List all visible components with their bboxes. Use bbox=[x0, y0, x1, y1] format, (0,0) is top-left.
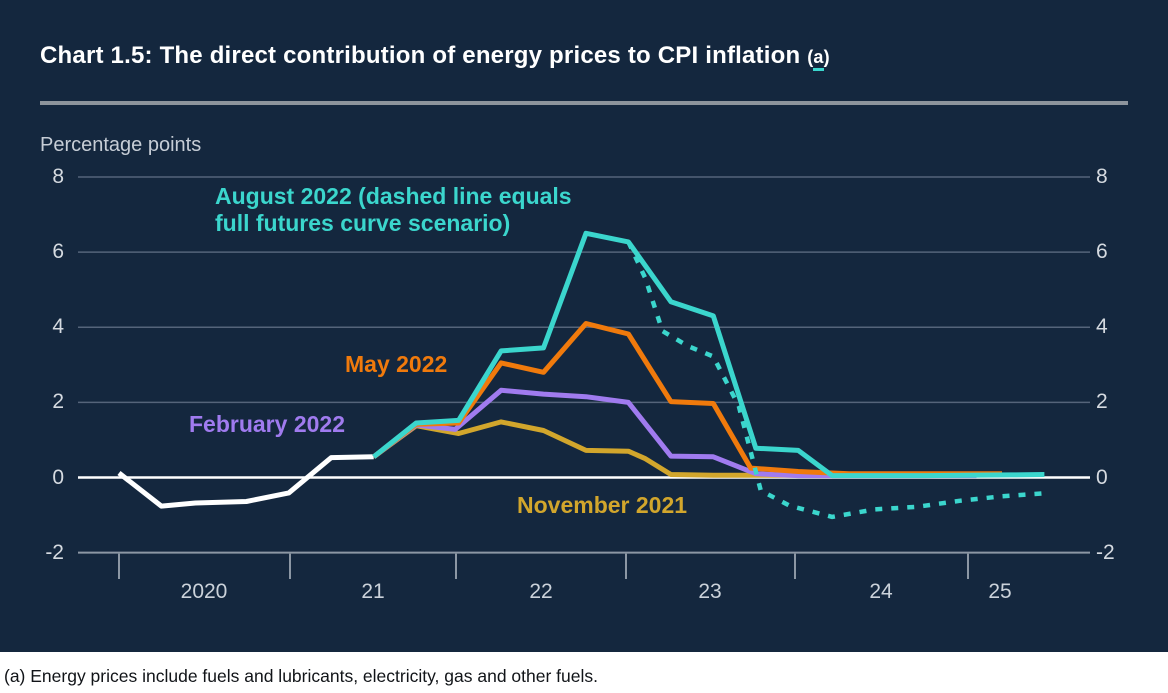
y-axis-label-right-8: 8 bbox=[1096, 164, 1108, 188]
x-axis-label-22: 22 bbox=[529, 580, 553, 603]
series-label-february-2022: February 2022 bbox=[189, 411, 345, 437]
y-axis-label-right--2: -2 bbox=[1096, 540, 1115, 564]
series-label-august-2022: August 2022 (dashed line equals full fut… bbox=[215, 183, 572, 237]
y-axis-label-right-0: 0 bbox=[1096, 465, 1108, 489]
y-axis-label-left-6: 6 bbox=[52, 240, 64, 264]
x-axis-label-25: 25 bbox=[988, 580, 1012, 603]
x-axis-label-24: 24 bbox=[869, 580, 893, 603]
series-label-august-line1: August 2022 (dashed line equals bbox=[215, 183, 572, 209]
series-label-august-line2: full futures curve scenario) bbox=[215, 210, 511, 236]
y-axis-units-label: Percentage points bbox=[40, 134, 202, 156]
x-axis-label-2020: 2020 bbox=[180, 580, 228, 603]
y-axis-label-left-2: 2 bbox=[52, 390, 64, 414]
y-axis-label-left-8: 8 bbox=[52, 164, 64, 188]
chart-footnote: (a) Energy prices include fuels and lubr… bbox=[4, 666, 599, 686]
title-divider bbox=[40, 101, 1128, 105]
y-axis-label-left-4: 4 bbox=[52, 315, 64, 339]
series-label-may-2022: May 2022 bbox=[345, 351, 448, 377]
chart-title-text: Chart 1.5: The direct contribution of en… bbox=[40, 42, 801, 69]
series-february-2022 bbox=[372, 387, 977, 479]
series-november-2021 bbox=[372, 419, 943, 478]
series-actual-history- bbox=[117, 454, 374, 509]
y-axis-label-right-4: 4 bbox=[1096, 315, 1108, 339]
chart-title: Chart 1.5: The direct contribution of en… bbox=[40, 42, 830, 71]
y-axis-label-left--2: -2 bbox=[45, 540, 64, 564]
x-axis-label-21: 21 bbox=[361, 580, 385, 603]
series-august-2022-full-futures-curve-scenario bbox=[626, 240, 1045, 520]
y-axis-label-right-2: 2 bbox=[1096, 390, 1108, 414]
chart-panel: Chart 1.5: The direct contribution of en… bbox=[0, 0, 1168, 652]
series-label-november-2021: November 2021 bbox=[517, 492, 688, 518]
y-axis-label-right-6: 6 bbox=[1096, 240, 1108, 264]
plot-area bbox=[78, 176, 1090, 579]
y-axis-label-left-0: 0 bbox=[52, 465, 64, 489]
footnote-ref-letter: a bbox=[813, 47, 824, 71]
x-axis-label-23: 23 bbox=[698, 580, 722, 603]
footnote-ref[interactable]: (a) bbox=[807, 47, 830, 71]
series-may-2022 bbox=[372, 321, 1002, 477]
series-august-2022 bbox=[372, 230, 1045, 479]
